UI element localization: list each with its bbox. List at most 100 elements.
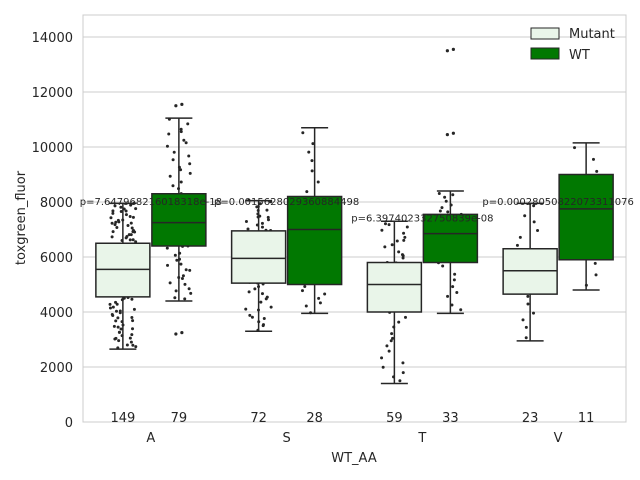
point-wt-S-23 [310,169,314,173]
point-mutant-V-5 [526,294,530,298]
box-body-wt-V [558,173,614,261]
point-wt-T-26 [438,209,442,213]
point-mutant-V-0 [524,336,528,340]
point-mutant-A-12 [117,330,121,334]
point-mutant-T-45 [401,256,405,260]
legend-swatch-wt [530,47,560,60]
outlier-wt-A-3 [180,102,184,106]
box-body-mutant-S [230,230,287,284]
point-mutant-A-125 [115,226,119,230]
point-mutant-S-2 [261,323,265,327]
point-mutant-A-140 [119,209,123,213]
point-wt-S-1 [304,304,308,308]
point-wt-S-21 [305,190,309,194]
point-mutant-A-22 [130,315,134,319]
point-wt-A-68 [171,158,175,162]
point-mutant-T-57 [387,223,391,227]
point-mutant-V-17 [515,243,519,247]
y-tick-label-0: 0 [65,416,73,431]
point-wt-S-3 [317,296,321,300]
point-mutant-A-1 [134,345,138,349]
point-wt-A-10 [188,268,192,272]
point-wt-S-5 [300,289,304,293]
x-tick-label-S: S [282,431,290,446]
p-value-V: p=0.00028050822073311076 [482,197,634,208]
y-tick-label-4000: 4000 [40,306,73,321]
point-wt-A-5 [183,282,187,286]
point-mutant-T-51 [395,239,399,243]
point-mutant-A-21 [116,316,120,320]
point-mutant-V-3 [531,311,535,315]
point-mutant-V-21 [523,214,527,218]
outlier-wt-A-1 [180,331,184,335]
p-value-A: p=7.647968216018318e-18 [80,197,222,208]
point-mutant-A-20 [131,319,135,323]
box-wt-V [558,142,614,291]
point-mutant-S-5 [250,315,254,319]
box-wt-T [422,190,479,315]
point-mutant-A-135 [131,215,135,219]
point-mutant-A-19 [114,319,118,323]
point-mutant-A-138 [124,213,128,217]
point-mutant-A-145 [134,207,138,211]
y-tick-label-10000: 10000 [32,141,73,156]
point-mutant-S-8 [244,307,248,311]
point-mutant-A-124 [132,229,136,233]
point-wt-T-27 [440,206,444,210]
point-mutant-A-5 [117,339,121,343]
box-wt-A [151,117,207,302]
count-wt-T: 33 [442,411,459,426]
count-wt-S: 28 [306,411,323,426]
point-wt-S-4 [323,292,327,296]
point-wt-A-67 [188,162,192,166]
point-mutant-S-13 [260,292,264,296]
point-mutant-T-54 [402,231,406,235]
point-mutant-A-29 [108,306,112,310]
point-wt-A-75 [179,130,183,134]
point-mutant-A-30 [111,305,115,309]
box-mutant-T [366,220,423,385]
sample-counts: 149 72 59 23 79 28 33 11 [110,411,594,426]
point-wt-S-2 [318,301,322,305]
y-tick-labels: 0 2000 4000 6000 8000 10000 12000 14000 [32,31,73,431]
point-mutant-A-33 [114,300,118,304]
point-wt-A-77 [186,122,190,126]
outlier-wt-T-0 [445,133,449,137]
point-mutant-A-129 [129,221,133,225]
outlier-wt-T-3 [451,47,455,51]
point-wt-T-29 [444,199,448,203]
point-mutant-T-6 [387,349,391,353]
point-mutant-A-131 [110,221,114,225]
point-mutant-T-5 [380,356,384,360]
box-body-wt-S [286,195,343,286]
point-mutant-A-16 [116,325,120,329]
point-wt-A-16 [173,253,177,257]
count-mutant-A: 149 [110,411,135,426]
point-mutant-T-3 [381,365,385,369]
point-mutant-T-13 [403,315,407,319]
count-mutant-V: 23 [522,411,539,426]
point-mutant-S-66 [265,208,269,212]
point-wt-T-2 [446,294,450,298]
point-mutant-A-142 [111,209,115,213]
point-wt-S-6 [303,284,307,288]
point-mutant-A-112 [134,240,138,244]
point-mutant-T-12 [397,320,401,324]
point-mutant-A-147 [113,204,117,208]
point-wt-T-4 [451,285,455,289]
point-mutant-A-28 [132,307,136,311]
point-mutant-A-4 [129,340,133,344]
outlier-wt-T-2 [445,49,449,53]
point-mutant-T-58 [383,222,387,226]
legend-label-wt: WT [569,48,590,63]
point-mutant-V-4 [526,302,530,306]
point-mutant-A-137 [128,215,132,219]
legend: Mutant WT [530,27,615,63]
point-wt-A-7 [180,277,184,281]
y-tick-label-2000: 2000 [40,361,73,376]
point-mutant-T-2 [401,371,405,375]
point-mutant-A-130 [114,220,118,224]
point-mutant-V-18 [518,235,522,239]
